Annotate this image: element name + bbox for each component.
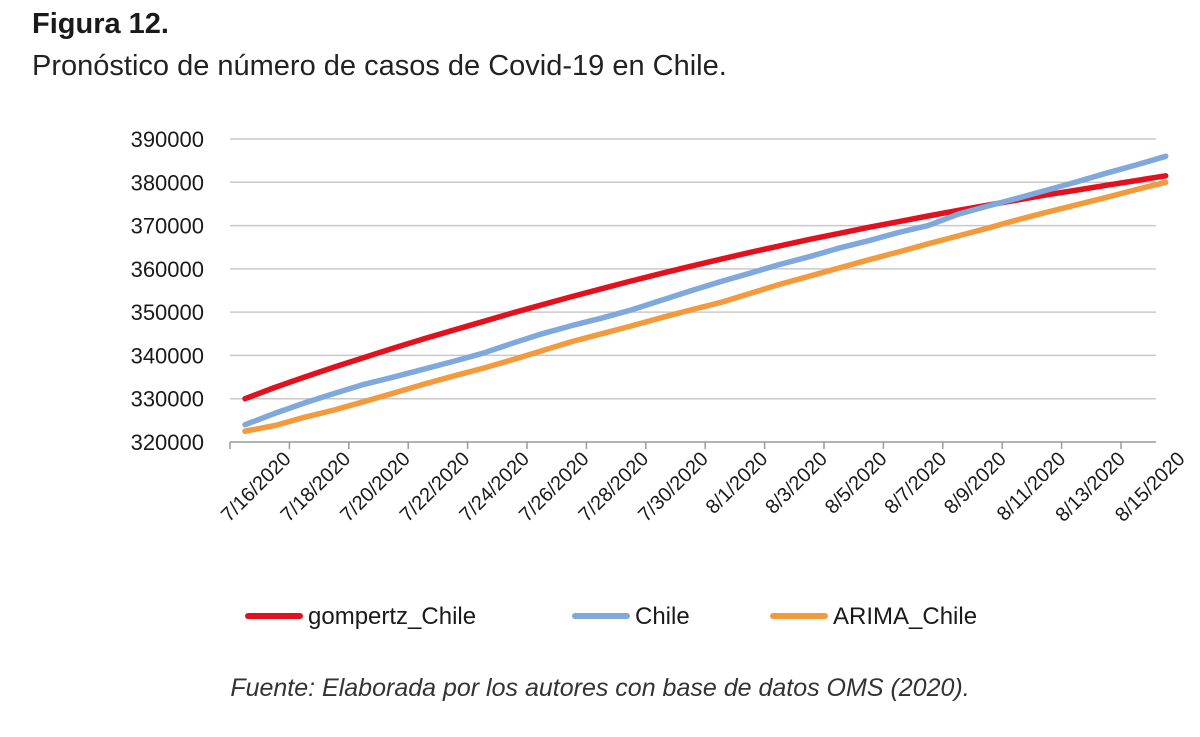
y-tick-label: 370000 [131,214,204,239]
axes [229,441,1156,449]
y-tick-label: 390000 [131,127,204,152]
figure-source: Fuente: Elaborada por los autores con ba… [230,674,970,702]
series-lines [242,153,1169,434]
y-tick-label: 380000 [131,170,204,195]
y-tick-label: 320000 [131,430,204,455]
legend-label-gompertz-chile: gompertz_Chile [308,603,476,630]
grid-lines [230,138,1156,400]
figure-title: Pronóstico de número de casos de Covid-1… [32,50,727,82]
y-tick-label: 350000 [131,300,204,325]
figure-label: Figura 12. [32,8,169,40]
legend: gompertz_Chile Chile ARIMA_Chile [245,603,977,630]
y-tick-label: 330000 [131,387,204,412]
x-tick-label: 8/5/2020 [821,448,892,519]
y-axis-ticks: 320000 330000 340000 350000 360000 370000 3800… [131,127,204,455]
y-tick-label: 360000 [131,257,204,282]
x-tick-label: 8/3/2020 [761,448,832,519]
legend-label-chile: Chile [635,603,690,630]
series-line-chile [242,153,1169,428]
series-line-arima-chile [242,179,1169,434]
x-tick-label: 8/7/2020 [881,448,952,519]
x-axis-ticks: 7/16/20207/18/20207/20/20207/22/20207/24… [217,448,1189,526]
x-tick-label: 8/1/2020 [702,448,773,519]
y-tick-label: 340000 [131,343,204,368]
legend-label-arima-chile: ARIMA_Chile [833,603,977,630]
